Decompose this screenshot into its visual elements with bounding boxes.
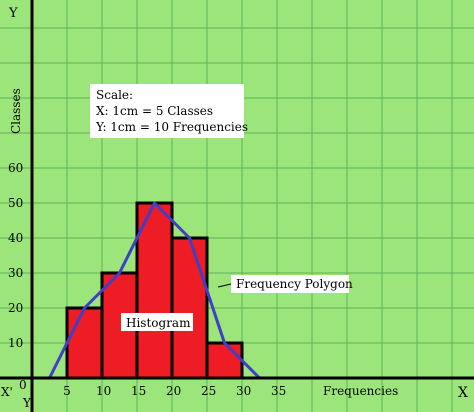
histogram-bars: [65, 201, 244, 380]
origin-label: 0: [19, 378, 27, 392]
polygon-label-background: [231, 275, 349, 293]
scale-box-background: [90, 84, 244, 138]
scale-box: Scale: X: 1cm = 5 Classes Y: 1cm = 10 Fr…: [90, 84, 248, 138]
y-tick-label: 50: [8, 196, 23, 210]
histogram-bar-4: [170, 236, 209, 380]
x-axis-title: Frequencies: [323, 384, 398, 398]
scale-heading: Scale:: [96, 88, 133, 102]
x-axis-letter-left: X': [1, 385, 13, 399]
y-axis-letter-top: Y: [8, 6, 18, 21]
histogram-bar-1: [65, 306, 104, 380]
y-axis-title: Classes: [9, 88, 23, 134]
x-tick-label: 10: [96, 384, 111, 398]
y-tick-label: 10: [8, 336, 23, 350]
polygon-label: Frequency Polygon: [236, 277, 353, 291]
x-axis-letter-right: X: [458, 385, 468, 401]
x-tick-label: 35: [271, 384, 286, 398]
histogram-label: Histogram: [126, 316, 191, 330]
y-tick-label: 20: [8, 301, 23, 315]
x-tick-label: 25: [201, 384, 216, 398]
x-tick-label: 30: [236, 384, 251, 398]
scale-y-line: Y: 1cm = 10 Frequencies: [95, 120, 248, 134]
y-tick-label: 30: [8, 266, 23, 280]
polygon-label-pointer: [217, 283, 232, 288]
tick-labels: 5 10 15 20 25 30 35 10 20 30 40 50 60: [8, 161, 286, 398]
polygon-line: [48, 201, 261, 380]
frequency-polygon: [48, 201, 261, 380]
x-tick-label: 5: [63, 384, 71, 398]
x-tick-label: 20: [166, 384, 181, 398]
x-tick-label: 15: [131, 384, 146, 398]
histogram-label-background: [121, 313, 193, 331]
scale-x-line: X: 1cm = 5 Classes: [96, 104, 213, 118]
y-axis-letter-bottom: Y': [22, 396, 34, 410]
y-tick-label: 40: [8, 231, 23, 245]
histogram-bar-5: [205, 341, 244, 380]
y-tick-label: 60: [8, 161, 23, 175]
